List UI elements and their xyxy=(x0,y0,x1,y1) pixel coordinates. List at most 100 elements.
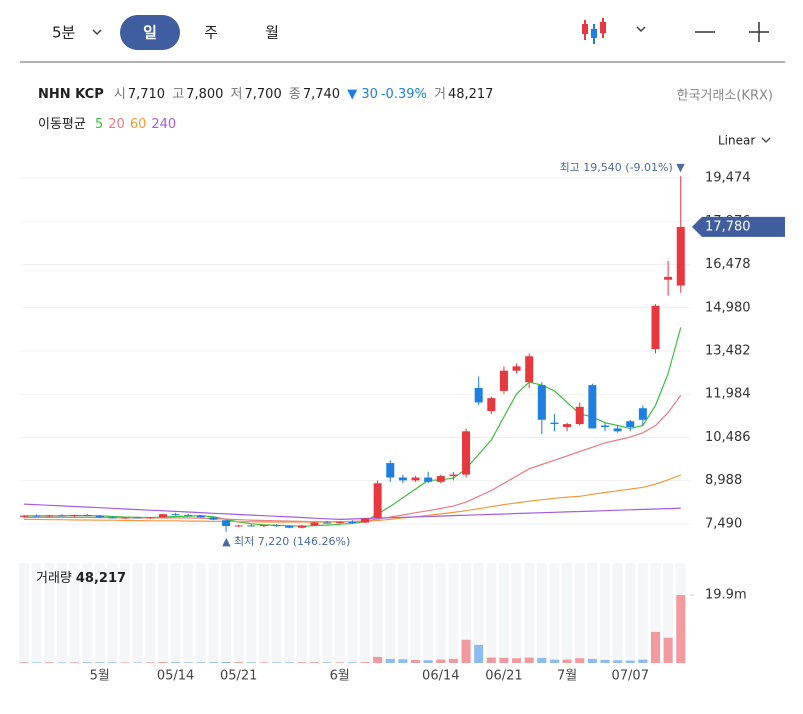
volume-bar xyxy=(44,662,54,663)
volume-bar xyxy=(196,662,206,663)
chart-type-icon[interactable] xyxy=(582,18,606,44)
volume-bar xyxy=(436,659,446,663)
volume-band xyxy=(44,563,55,663)
candle-body xyxy=(575,406,584,425)
candle-body xyxy=(474,388,483,403)
volume-band xyxy=(284,563,295,663)
volume-bar xyxy=(120,662,130,663)
volume-bar xyxy=(423,660,433,663)
interval-tab[interactable]: 5분 xyxy=(52,24,76,42)
candle-body xyxy=(209,517,218,520)
candle-body xyxy=(348,521,357,523)
dropdown-chevron[interactable] xyxy=(636,26,646,33)
volume-band xyxy=(435,563,446,663)
volume-bar xyxy=(272,662,282,663)
candle-body xyxy=(588,385,597,429)
selected-tab-pill[interactable] xyxy=(120,15,180,50)
candle-body xyxy=(272,525,281,527)
volume-bar xyxy=(575,658,585,663)
volume-band xyxy=(663,563,674,663)
candle-body xyxy=(462,431,471,475)
candle-body xyxy=(525,356,534,383)
y-tick-label: 7,490 xyxy=(705,516,742,531)
candle-body xyxy=(247,525,256,527)
volume-bar xyxy=(663,637,673,663)
volume-band xyxy=(157,563,168,663)
quote-label: 저 xyxy=(231,87,243,102)
volume-band xyxy=(82,563,93,663)
candle-body xyxy=(184,515,193,517)
volume-bar xyxy=(234,662,244,663)
volume-band xyxy=(397,563,408,663)
volume-band xyxy=(410,563,421,663)
volume-band xyxy=(145,563,156,663)
volume-band xyxy=(372,563,383,663)
volume-band xyxy=(334,563,345,663)
volume-tick-label: 19.9m xyxy=(705,588,747,603)
candle-body xyxy=(234,525,243,527)
interval-tab[interactable]: 일 xyxy=(143,24,157,42)
dropdown-chevron[interactable] xyxy=(92,29,102,36)
scale-selector[interactable]: Linear xyxy=(718,134,755,148)
volume-bar xyxy=(259,662,269,663)
quote-value: 7,700 xyxy=(245,87,282,102)
interval-tab[interactable]: 주 xyxy=(204,24,218,42)
volume-band xyxy=(258,563,269,663)
candle-body xyxy=(436,476,445,482)
volume-bar xyxy=(70,662,80,663)
volume-band xyxy=(423,563,434,663)
volume-band xyxy=(19,563,29,663)
volume-bar xyxy=(322,662,332,663)
volume-band xyxy=(195,563,206,663)
candle-body xyxy=(108,517,117,519)
volume-bar xyxy=(373,656,383,663)
volume-bar xyxy=(613,660,623,663)
quote-label: 종 xyxy=(289,87,301,102)
candle-body xyxy=(83,515,92,517)
volume-band xyxy=(448,563,459,663)
x-tick-label: 05/14 xyxy=(157,669,194,684)
volume-bar xyxy=(284,662,294,663)
volume-bar xyxy=(461,639,471,663)
volume-bar xyxy=(411,659,421,663)
candle-body xyxy=(146,517,155,519)
zoom-in[interactable] xyxy=(749,22,769,42)
dropdown-chevron[interactable] xyxy=(761,137,771,143)
volume-band xyxy=(650,563,661,663)
quote-value: 7,740 xyxy=(303,87,340,102)
candle-body xyxy=(563,424,572,427)
volume-bar xyxy=(297,662,307,663)
candle-body xyxy=(512,366,521,371)
candle-body xyxy=(297,525,306,528)
volume-bar xyxy=(549,659,559,663)
candle-body xyxy=(449,474,458,477)
candle-body xyxy=(386,463,395,478)
x-tick-label: 05/21 xyxy=(220,669,257,684)
volume-bar xyxy=(360,662,370,663)
volume-band xyxy=(360,563,371,663)
volume-bar xyxy=(183,662,193,663)
x-tick-label: 7월 xyxy=(557,669,577,684)
y-tick-label: 8,988 xyxy=(705,473,742,488)
volume-bar xyxy=(486,657,496,663)
volume-bar xyxy=(171,662,181,663)
volume-band xyxy=(31,563,42,663)
volume-band xyxy=(120,563,131,663)
volume-band xyxy=(385,563,396,663)
legend-title: 이동평균 xyxy=(38,117,86,132)
quote-value: 7,710 xyxy=(128,87,165,102)
volume-bar xyxy=(600,659,610,663)
volume-band xyxy=(473,563,484,663)
volume-bar xyxy=(57,662,67,663)
volume-band xyxy=(562,563,573,663)
volume-bar xyxy=(158,662,168,663)
low-annotation: ▲ 최저 7,220 (146.26%) xyxy=(222,535,350,548)
x-tick-label: 07/07 xyxy=(612,669,649,684)
interval-tab[interactable]: 월 xyxy=(265,24,279,42)
candle-body xyxy=(196,515,205,518)
volume-band xyxy=(637,563,648,663)
exchange-name: 한국거래소(KRX) xyxy=(677,89,773,104)
volume-bar xyxy=(107,662,117,663)
volume-bar xyxy=(524,657,534,663)
